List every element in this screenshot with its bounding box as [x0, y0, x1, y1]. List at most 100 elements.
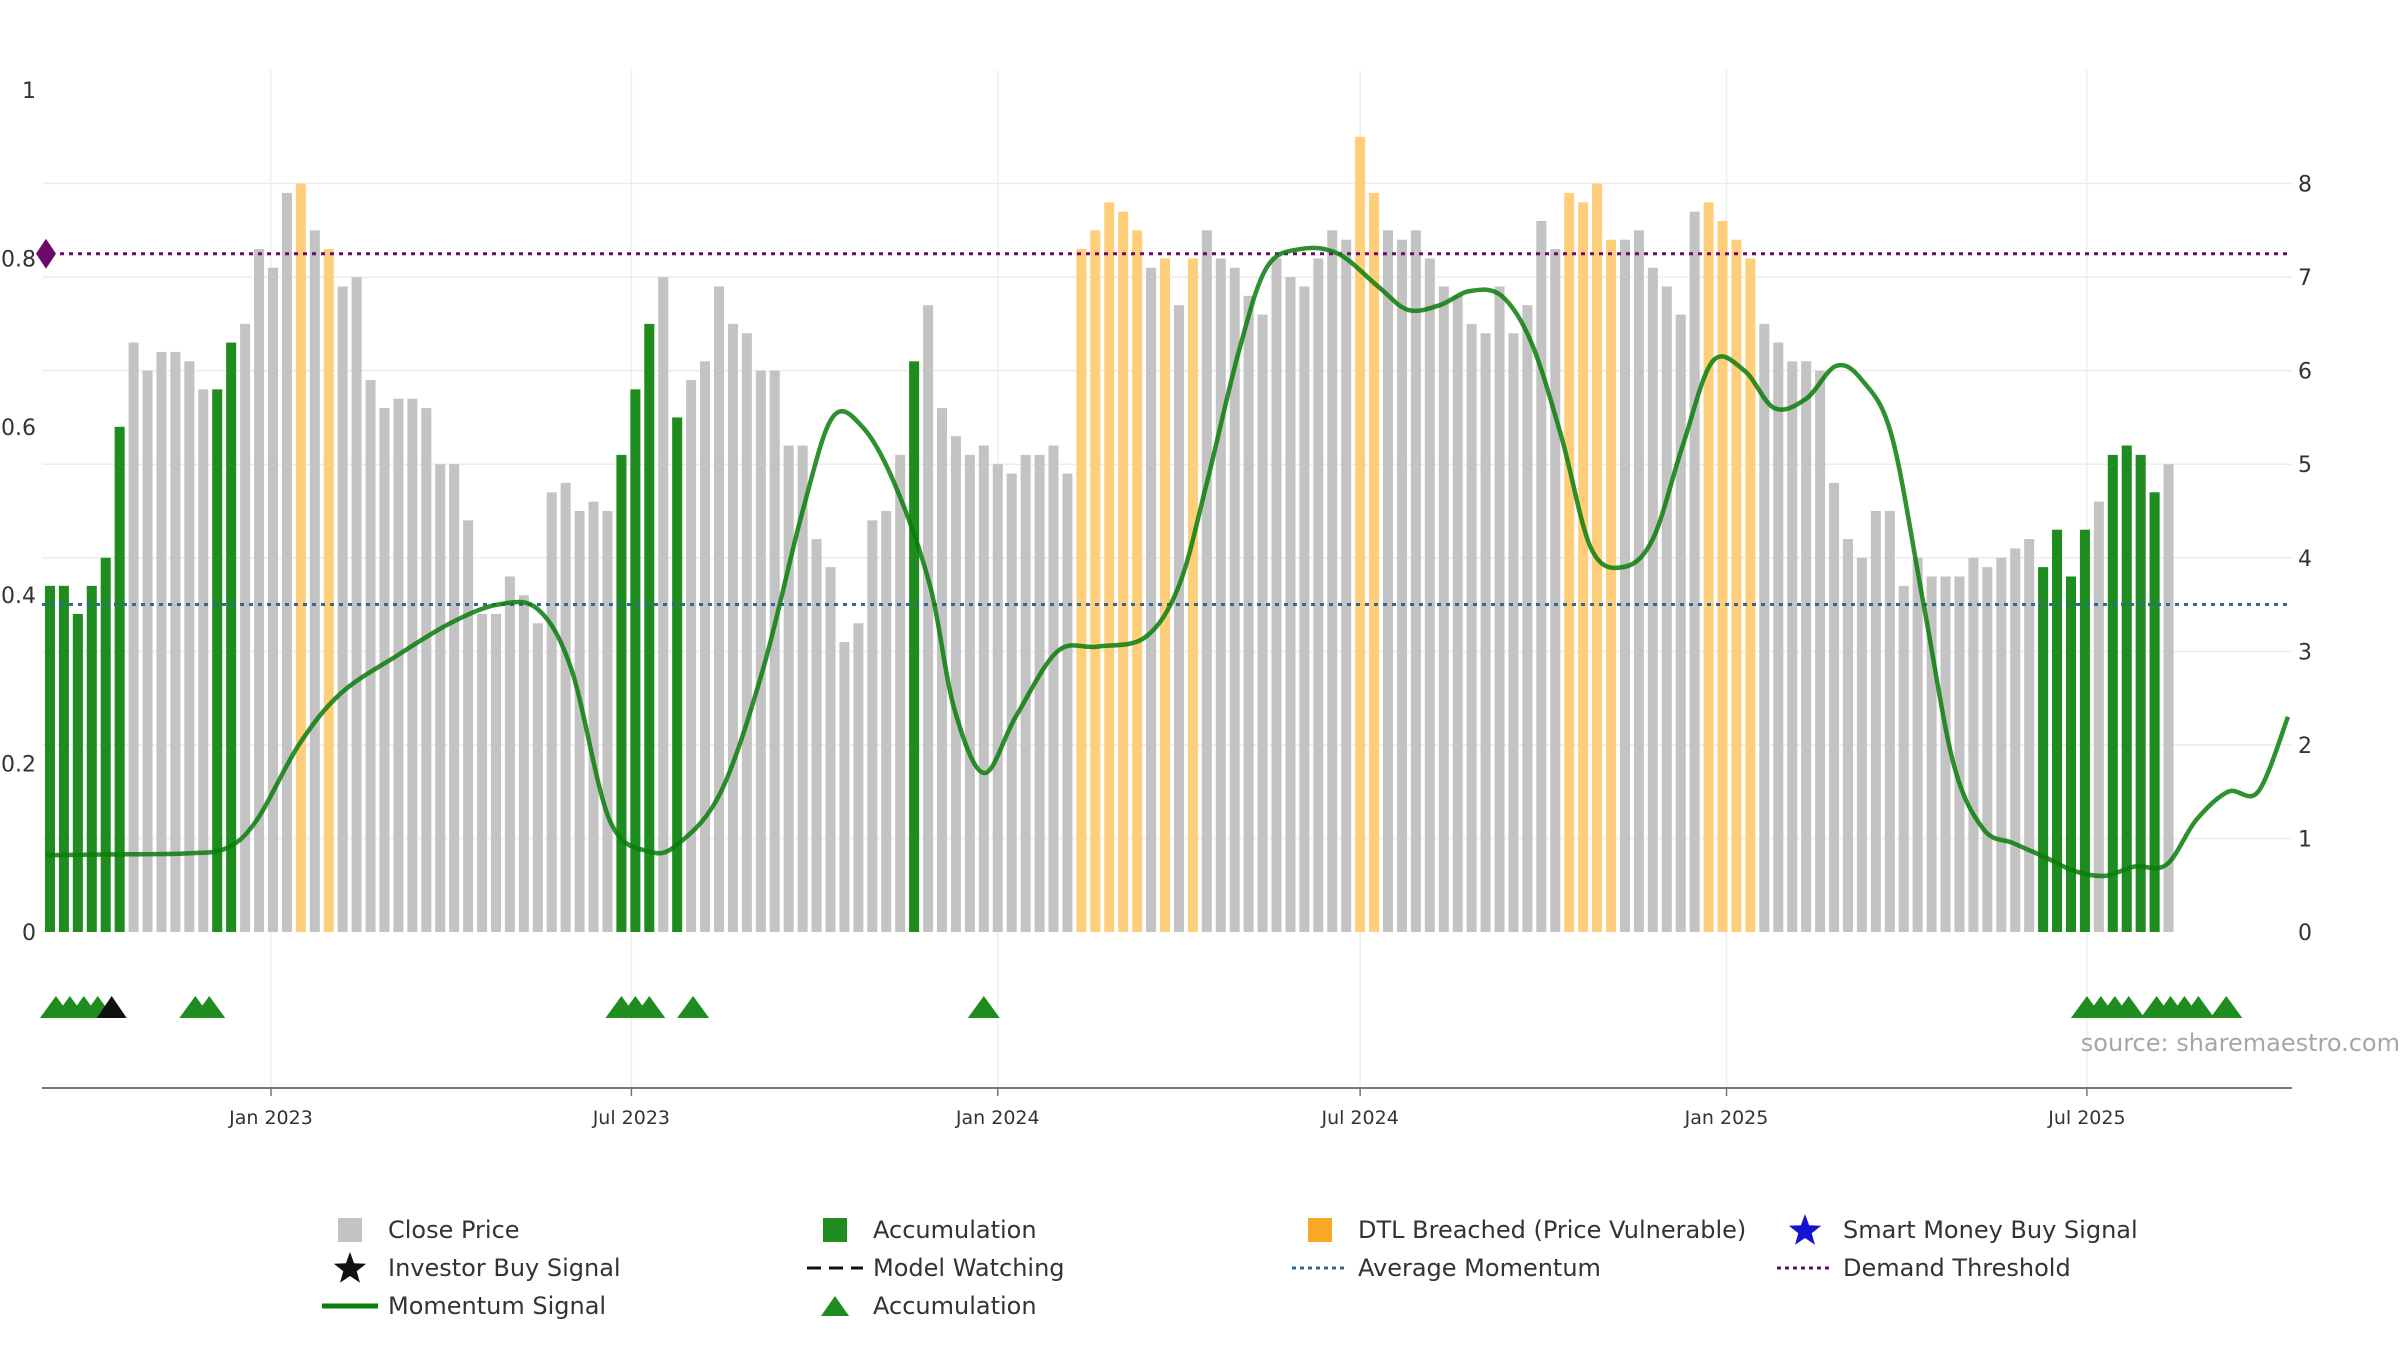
close-price-bar — [1452, 295, 1463, 932]
close-price-bar — [393, 398, 404, 932]
green-line-icon — [320, 1288, 380, 1324]
dtl-breached-bar — [1369, 192, 1380, 932]
close-price-bar — [1341, 239, 1352, 932]
close-price-bar — [1466, 323, 1477, 932]
blue-dotted-icon — [1290, 1250, 1350, 1286]
close-price-bar — [2024, 539, 2035, 932]
close-price-bar — [1383, 230, 1394, 933]
accumulation-bar — [2079, 529, 2090, 932]
close-price-bar — [240, 323, 251, 932]
accumulation-bar — [2135, 454, 2146, 932]
close-price-bar — [463, 520, 474, 932]
close-price-bar — [1146, 267, 1157, 932]
accumulation-bar — [672, 417, 683, 932]
close-price-bar — [1257, 314, 1268, 932]
accumulation-bar — [44, 585, 55, 932]
legend-item: Accumulation — [805, 1288, 1037, 1324]
close-price-bar — [1898, 585, 1909, 932]
legend-label: Accumulation — [873, 1292, 1037, 1320]
close-price-bar — [1661, 286, 1672, 932]
close-price-bar — [477, 613, 488, 932]
legend-item: Model Watching — [805, 1250, 1065, 1286]
close-price-bar — [128, 342, 139, 933]
close-price-bar — [1619, 239, 1630, 932]
legend-label: Smart Money Buy Signal — [1843, 1216, 2138, 1244]
legend-label: Close Price — [388, 1216, 520, 1244]
dtl-breached-bar — [1578, 202, 1589, 932]
demand-threshold-marker — [35, 238, 56, 269]
close-price-bar — [755, 370, 766, 933]
close-price-bar — [1856, 557, 1867, 932]
close-price-bar — [1215, 258, 1226, 932]
close-price-bar — [1759, 323, 1770, 932]
close-price-bar — [964, 454, 975, 932]
green-triangle-icon — [805, 1288, 865, 1324]
accumulation-marker — [967, 996, 1000, 1018]
close-price-bar — [532, 623, 543, 932]
close-price-bar — [1954, 576, 1965, 932]
right-axis-tick-label: 7 — [2298, 266, 2312, 291]
close-price-bar — [1996, 557, 2007, 932]
close-price-bar — [1229, 267, 1240, 932]
close-price-bar — [574, 511, 585, 932]
close-price-bar — [1968, 557, 1979, 932]
accumulation-bar — [644, 323, 655, 932]
dtl-breached-bar — [1159, 258, 1171, 932]
close-price-bar — [1522, 305, 1533, 933]
right-axis-tick-label: 4 — [2298, 547, 2312, 572]
close-price-bar — [2163, 464, 2174, 932]
close-price-bar — [351, 277, 362, 933]
accumulation-bar — [2121, 445, 2132, 932]
dtl-breached-bar — [1132, 230, 1143, 933]
close-price-bar — [449, 464, 460, 932]
dtl-breached-bar — [1717, 220, 1728, 932]
close-price-bar — [1201, 230, 1212, 933]
close-price-bar — [741, 333, 752, 932]
dtl-breached-bar — [323, 249, 334, 933]
left-axis-tick-label: 0.4 — [1, 584, 36, 609]
right-axis-tick-label: 2 — [2298, 734, 2312, 759]
close-price-bar — [1034, 454, 1045, 932]
blue-star-icon — [1775, 1212, 1835, 1248]
dtl-breached-bar — [1187, 258, 1198, 932]
close-price-bar — [1410, 230, 1421, 933]
close-price-bar — [1842, 539, 1853, 932]
close-price-bar — [811, 539, 822, 932]
close-price-bar — [1787, 361, 1798, 932]
close-price-bar — [1689, 211, 1700, 933]
close-price-bar — [1912, 557, 1923, 932]
accumulation-marker — [2210, 996, 2243, 1018]
dtl-breached-bar — [1606, 239, 1617, 932]
close-price-bar — [281, 192, 292, 932]
close-price-bar — [1494, 286, 1505, 932]
accumulation-bar — [2107, 454, 2118, 932]
close-price-bar — [504, 576, 515, 932]
close-price-bar — [602, 511, 613, 932]
x-axis-tick-label: Jan 2024 — [955, 1107, 1040, 1129]
close-price-bar — [1536, 220, 1547, 932]
close-price-bar — [1396, 239, 1407, 932]
accumulation-bar — [2065, 576, 2076, 932]
left-axis-tick-label: 0.6 — [1, 416, 36, 441]
legend-item: Demand Threshold — [1775, 1250, 2071, 1286]
dtl-breached-bar — [1564, 192, 1575, 932]
close-price-bar — [1020, 454, 1031, 932]
left-axis-tick-label: 1 — [22, 79, 36, 104]
accumulation-marker — [2182, 996, 2215, 1018]
gray-square-icon — [320, 1212, 380, 1248]
close-price-bar — [2093, 501, 2104, 932]
close-price-bar — [1438, 286, 1449, 932]
right-axis-tick-label: 3 — [2298, 640, 2312, 665]
dtl-breached-bar — [1104, 202, 1115, 932]
dtl-breached-bar — [1090, 230, 1101, 933]
close-price-bar — [727, 323, 738, 932]
legend-label: Demand Threshold — [1843, 1254, 2071, 1282]
close-price-bar — [1773, 342, 1784, 933]
close-price-bar — [1647, 267, 1658, 932]
accumulation-bar — [226, 342, 237, 933]
close-price-bar — [1313, 258, 1324, 932]
close-price-bar — [560, 482, 571, 932]
legend-label: Momentum Signal — [388, 1292, 607, 1320]
close-price-bar — [184, 361, 195, 932]
close-price-bar — [1633, 230, 1644, 933]
